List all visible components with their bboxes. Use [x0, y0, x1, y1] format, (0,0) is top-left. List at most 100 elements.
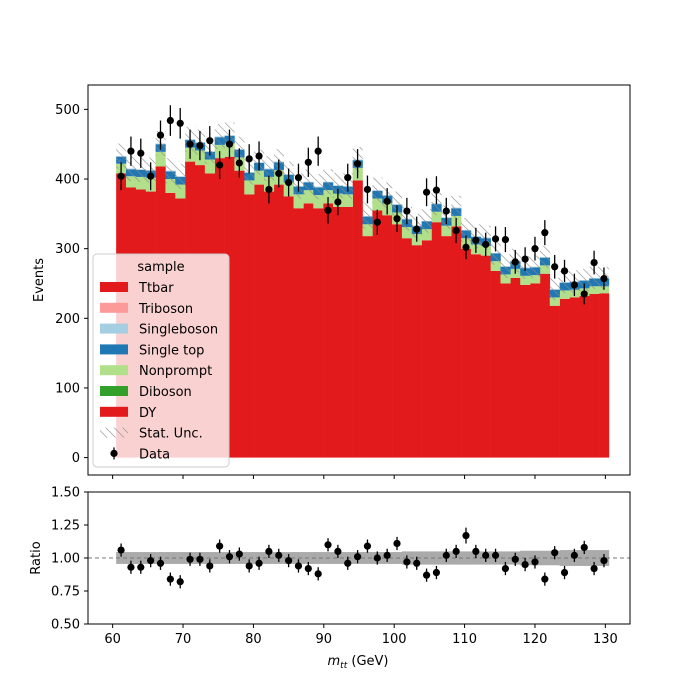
- bar: [323, 190, 334, 204]
- y-tick-label: 1.00: [51, 552, 80, 567]
- ratio-point: [156, 559, 165, 567]
- bar: [549, 297, 560, 306]
- x-axis-label-subscript: tt: [340, 661, 348, 671]
- y-tick-label: 1.25: [51, 519, 80, 534]
- data-point: [186, 140, 194, 148]
- legend-swatch: [100, 323, 128, 334]
- y-tick-label: 400: [55, 173, 80, 188]
- data-point: [294, 174, 303, 182]
- data-point: [166, 116, 174, 125]
- ratio-band-bin: [500, 551, 511, 565]
- legend-entry-single-top: Single top: [100, 343, 204, 358]
- bar: [520, 284, 531, 458]
- ratio-point: [324, 541, 332, 549]
- y-tick-label: 500: [55, 103, 80, 118]
- bar: [303, 203, 314, 458]
- data-point: [501, 236, 510, 244]
- data-point: [452, 226, 460, 235]
- bar: [342, 194, 353, 207]
- data-point: [472, 236, 480, 244]
- stat-unc-bin: [372, 177, 383, 203]
- stat-unc-bin: [323, 169, 334, 195]
- data-point: [196, 141, 204, 150]
- ratio-point: [176, 578, 184, 586]
- ratio-point: [442, 551, 450, 559]
- ratio-point: [551, 549, 559, 557]
- legend-swatch: [100, 344, 128, 355]
- data-point: [403, 207, 411, 215]
- data-point: [511, 258, 519, 266]
- legend-swatch: [100, 406, 128, 417]
- ratio-point: [255, 559, 263, 567]
- ratio-x-axis: 60 70 80 90 100 110 120 130: [104, 624, 618, 647]
- ratio-point: [482, 551, 490, 559]
- x-tick-label: 130: [593, 632, 618, 647]
- data-point: [255, 152, 263, 160]
- ratio-point: [422, 571, 431, 579]
- legend-label: Triboson: [138, 302, 193, 317]
- x-axis-label-symbol: m: [328, 654, 341, 669]
- bar: [382, 215, 393, 458]
- bar: [254, 184, 265, 458]
- ratio-point: [472, 547, 480, 556]
- data-point: [590, 258, 598, 267]
- ratio-point: [491, 551, 500, 559]
- bar: [520, 275, 531, 285]
- x-axis-label: mtt (GeV): [328, 654, 389, 671]
- ratio-y-axis: 0.50 0.75 1.00 1.25 1.50: [51, 486, 88, 633]
- stat-unc-bin: [589, 266, 600, 290]
- stat-unc-bin: [362, 203, 373, 229]
- ratio-band-bin: [362, 552, 373, 564]
- bar: [461, 248, 472, 458]
- bar: [352, 180, 363, 458]
- y-tick-label: 0.50: [51, 618, 80, 633]
- data-point: [491, 235, 500, 243]
- bar: [263, 191, 275, 458]
- ratio-point: [206, 562, 214, 570]
- ratio-point: [501, 564, 510, 573]
- stat-unc-bin: [263, 156, 275, 182]
- data-point: [442, 207, 450, 215]
- ratio-point: [137, 563, 145, 571]
- bar: [313, 195, 324, 209]
- stat-unc-bin: [451, 195, 462, 220]
- stat-unc-bin: [539, 245, 550, 269]
- bar: [175, 184, 186, 199]
- bar: [441, 225, 452, 237]
- legend-swatch: [100, 302, 128, 313]
- legend-label: Nonprompt: [139, 364, 212, 379]
- data-point: [413, 225, 421, 233]
- legend-label: DY: [139, 406, 156, 421]
- bar: [579, 296, 590, 458]
- ratio-point: [531, 558, 539, 566]
- bar: [244, 180, 255, 195]
- main-y-axis: 0 100 200 300 400 500: [55, 103, 88, 466]
- legend-swatch: [100, 365, 128, 376]
- data-point: [422, 188, 431, 196]
- ratio-point: [363, 542, 372, 550]
- bar: [372, 210, 383, 458]
- y-tick-label: 100: [55, 381, 80, 396]
- ratio-point: [452, 547, 460, 556]
- bar: [244, 194, 255, 458]
- ratio-band-bin: [116, 552, 127, 564]
- data-point: [304, 158, 312, 166]
- bar: [589, 286, 600, 294]
- data-point: [147, 172, 155, 180]
- data-point: [570, 281, 578, 289]
- ratio-point: [541, 575, 549, 583]
- ratio-point: [393, 539, 401, 548]
- bar: [392, 224, 403, 458]
- ratio-point: [196, 555, 204, 563]
- main-y-axis-label: Events: [32, 258, 47, 302]
- ratio-point: [275, 551, 283, 559]
- bar: [342, 206, 353, 458]
- stat-unc-bin: [126, 156, 137, 182]
- stat-unc-bin: [392, 191, 403, 217]
- stat-unc-bin: [165, 158, 176, 184]
- data-points: [117, 105, 608, 305]
- bar: [589, 293, 600, 458]
- stat-unc-bin: [313, 174, 324, 200]
- ratio-band-bin: [579, 550, 590, 566]
